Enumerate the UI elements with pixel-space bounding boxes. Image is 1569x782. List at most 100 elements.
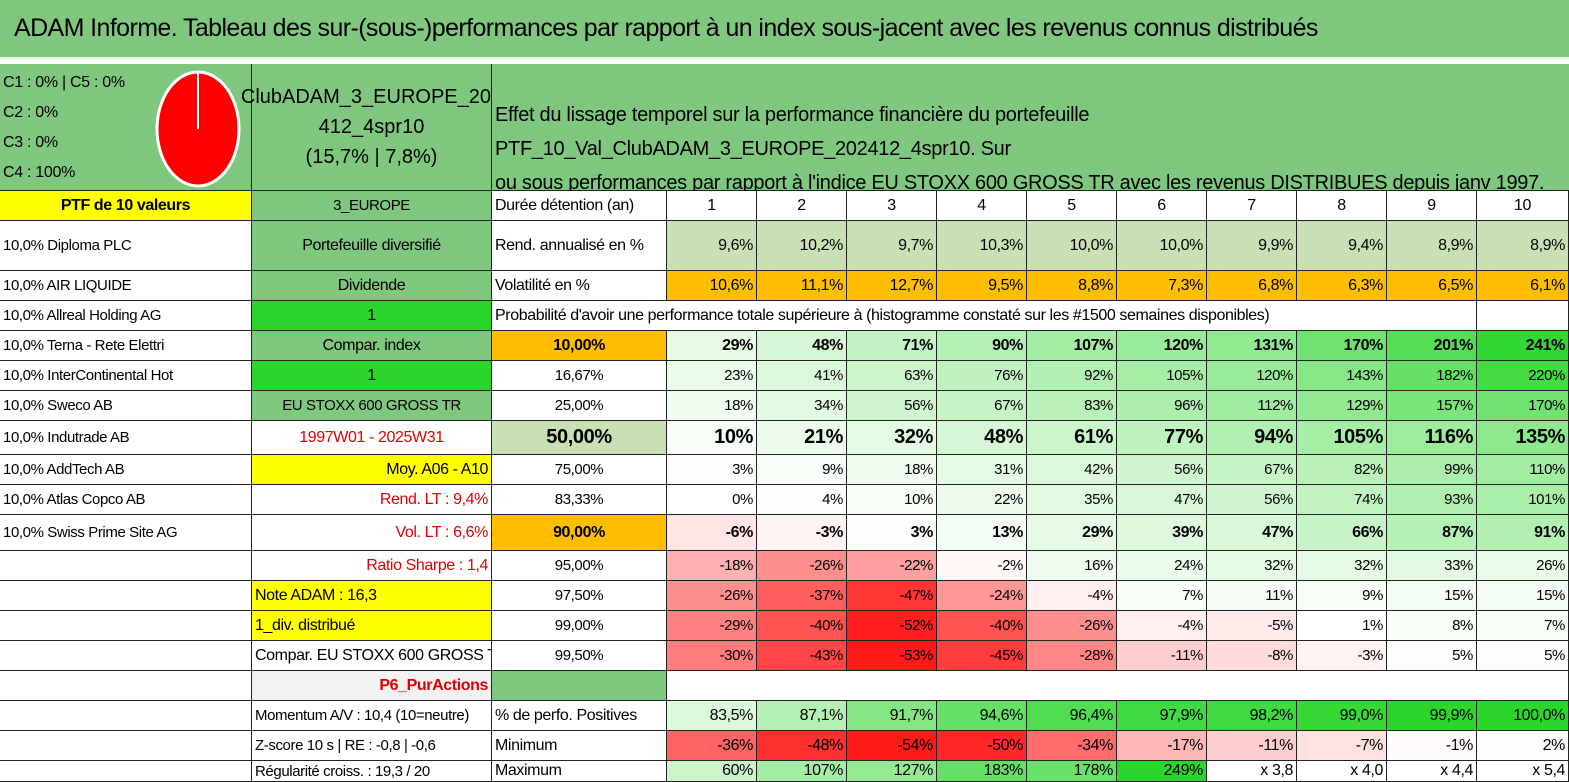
holding-row: 10,0% InterContinental Hot — [0, 361, 252, 391]
return-value: 10,3% — [937, 221, 1027, 271]
return-value: 9,9% — [1207, 221, 1297, 271]
quantile-value: 220% — [1477, 361, 1569, 391]
quantile-value: 29% — [1027, 515, 1117, 551]
positives-value: 100,0% — [1477, 701, 1569, 731]
quantile-value: -2% — [937, 551, 1027, 581]
quantile-value: 107% — [1027, 331, 1117, 361]
description-line: Effet du lissage temporel sur la perform… — [495, 104, 1090, 160]
minimum-value: -54% — [847, 731, 937, 761]
quantile-value: 11% — [1207, 581, 1297, 611]
empty-cell — [0, 701, 252, 731]
holding-row: 10,0% AIR LIQUIDE — [0, 271, 252, 301]
return-value: 10,2% — [757, 221, 847, 271]
quantile-label: 10,00% — [492, 331, 667, 361]
portfolio-name-line: 412_4spr10 — [318, 116, 425, 138]
maximum-value: x 5,4 — [1477, 761, 1569, 782]
quantile-value: 10% — [667, 421, 757, 455]
maximum-value: 249% — [1117, 761, 1207, 782]
quantile-value: 241% — [1477, 331, 1569, 361]
return-value: 10,0% — [1027, 221, 1117, 271]
quantile-value: 32% — [847, 421, 937, 455]
quantile-value: -30% — [667, 641, 757, 671]
quantile-label: 97,50% — [492, 581, 667, 611]
quantile-value: 93% — [1387, 485, 1477, 515]
quantile-value: 13% — [937, 515, 1027, 551]
quantile-value: 24% — [1117, 551, 1207, 581]
performance-table: C1 : 0% | C5 : 0% C2 : 0% C3 : 0% C4 : 1… — [0, 64, 1569, 782]
positives-value: 99,0% — [1297, 701, 1387, 731]
info-cell: Portefeuille diversifié — [252, 221, 492, 271]
year-header: 9 — [1387, 191, 1477, 221]
quantile-value: 56% — [1117, 455, 1207, 485]
positives-value: 97,9% — [1117, 701, 1207, 731]
quantile-label: 75,00% — [492, 455, 667, 485]
positives-value: 87,1% — [757, 701, 847, 731]
info-cell: Compar. index — [252, 331, 492, 361]
quantile-value: 39% — [1117, 515, 1207, 551]
minimum-value: 2% — [1477, 731, 1569, 761]
minimum-value: -7% — [1297, 731, 1387, 761]
volatility-value: 11,1% — [757, 271, 847, 301]
year-header: 7 — [1207, 191, 1297, 221]
quantile-value: 105% — [1297, 421, 1387, 455]
quantile-value: 129% — [1297, 391, 1387, 421]
quantile-value: 131% — [1207, 331, 1297, 361]
info-cell: Rend. LT : 9,4% — [252, 485, 492, 515]
quantile-value: 90% — [937, 331, 1027, 361]
quantile-value: 10% — [847, 485, 937, 515]
maximum-value: x 4,4 — [1387, 761, 1477, 782]
year-header: 4 — [937, 191, 1027, 221]
holding-row: 10,0% Diploma PLC — [0, 221, 252, 271]
info-cell: Vol. LT : 6,6% — [252, 515, 492, 551]
quantile-value: 21% — [757, 421, 847, 455]
quantile-label: 99,00% — [492, 611, 667, 641]
maximum-value: 127% — [847, 761, 937, 782]
positives-value: 98,2% — [1207, 701, 1297, 731]
volatility-value: 6,3% — [1297, 271, 1387, 301]
quantile-value: 182% — [1387, 361, 1477, 391]
quantile-value: 96% — [1117, 391, 1207, 421]
return-value: 9,7% — [847, 221, 937, 271]
quantile-value: -26% — [757, 551, 847, 581]
quantile-value: -53% — [847, 641, 937, 671]
return-value: 10,0% — [1117, 221, 1207, 271]
allocation-pie-chart — [155, 70, 241, 188]
quantile-value: 201% — [1387, 331, 1477, 361]
quantile-value: 99% — [1387, 455, 1477, 485]
quantile-value: 135% — [1477, 421, 1569, 455]
class-legend: C1 : 0% | C5 : 0% C2 : 0% C3 : 0% C4 : 1… — [0, 64, 252, 191]
maximum-value: x 4,0 — [1297, 761, 1387, 782]
quantile-value: 35% — [1027, 485, 1117, 515]
quantile-value: -47% — [847, 581, 937, 611]
quantile-value: 9% — [1297, 581, 1387, 611]
year-header: 6 — [1117, 191, 1207, 221]
report-title: ADAM Informe. Tableau des sur-(sous-)per… — [14, 14, 1318, 42]
quantile-value: 8% — [1387, 611, 1477, 641]
empty-cell — [0, 731, 252, 761]
info-cell: Z-score 10 s | RE : -0,8 | -0,6 — [252, 731, 492, 761]
quantile-value: 61% — [1027, 421, 1117, 455]
holding-row: 10,0% Allreal Holding AG — [0, 301, 252, 331]
report-title-bar: ADAM Informe. Tableau des sur-(sous-)per… — [0, 0, 1569, 60]
positives-value: 99,9% — [1387, 701, 1477, 731]
quantile-value: 170% — [1477, 391, 1569, 421]
quantile-value: 47% — [1207, 515, 1297, 551]
quantile-value: 120% — [1117, 331, 1207, 361]
legend-line: C2 : 0% — [3, 104, 58, 121]
quantile-value: 74% — [1297, 485, 1387, 515]
volatility-label: Volatilité en % — [492, 271, 667, 301]
minimum-label: Minimum — [492, 731, 667, 761]
quantile-value: -11% — [1117, 641, 1207, 671]
probability-label: Probabilité d'avoir une performance tota… — [492, 301, 1477, 331]
quantile-value: -5% — [1207, 611, 1297, 641]
quantile-value: 120% — [1207, 361, 1297, 391]
legend-line: C1 : 0% | C5 : 0% — [3, 74, 125, 91]
year-header: 8 — [1297, 191, 1387, 221]
quantile-value: 87% — [1387, 515, 1477, 551]
quantile-value: 48% — [937, 421, 1027, 455]
quantile-value: 67% — [1207, 455, 1297, 485]
quantile-value: 1% — [1297, 611, 1387, 641]
empty-cell — [0, 611, 252, 641]
minimum-value: -17% — [1117, 731, 1207, 761]
holding-row: 10,0% Atlas Copco AB — [0, 485, 252, 515]
